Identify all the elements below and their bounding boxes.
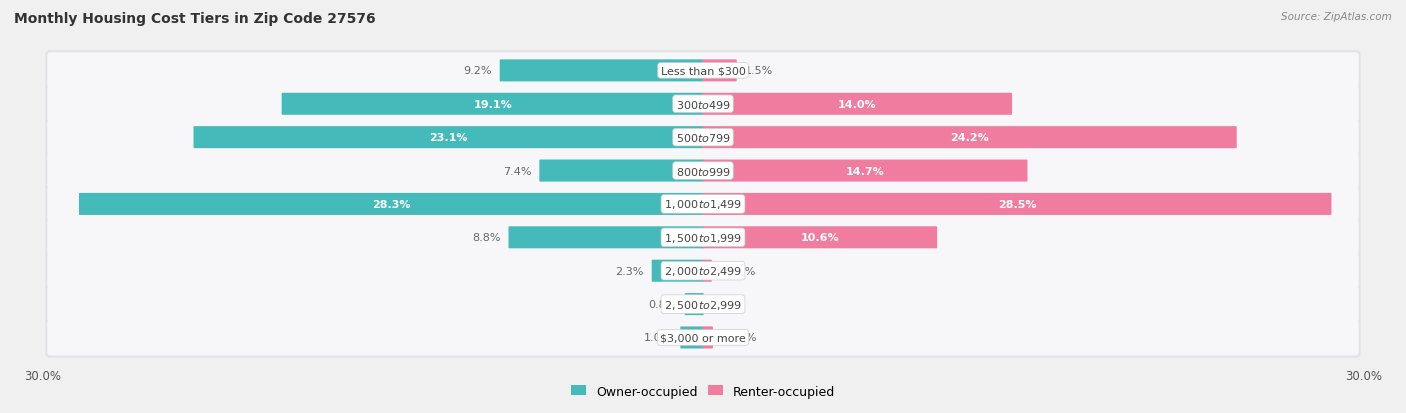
Text: 7.4%: 7.4% [503, 166, 531, 176]
FancyBboxPatch shape [194, 127, 703, 149]
Text: $1,000 to $1,499: $1,000 to $1,499 [664, 198, 742, 211]
Text: 1.0%: 1.0% [644, 333, 672, 343]
Text: 2.3%: 2.3% [616, 266, 644, 276]
Text: 24.2%: 24.2% [950, 133, 988, 143]
FancyBboxPatch shape [79, 193, 703, 216]
Text: Source: ZipAtlas.com: Source: ZipAtlas.com [1281, 12, 1392, 22]
FancyBboxPatch shape [651, 260, 703, 282]
FancyBboxPatch shape [48, 253, 1358, 289]
Text: 28.5%: 28.5% [998, 199, 1036, 209]
Text: $1,500 to $1,999: $1,500 to $1,999 [664, 231, 742, 244]
FancyBboxPatch shape [685, 293, 703, 316]
FancyBboxPatch shape [703, 127, 1237, 149]
FancyBboxPatch shape [703, 60, 737, 82]
FancyBboxPatch shape [703, 93, 1012, 116]
FancyBboxPatch shape [45, 51, 1361, 91]
Text: 14.7%: 14.7% [845, 166, 884, 176]
FancyBboxPatch shape [48, 286, 1358, 322]
FancyBboxPatch shape [540, 160, 703, 182]
Text: $800 to $999: $800 to $999 [675, 165, 731, 177]
FancyBboxPatch shape [48, 220, 1358, 256]
FancyBboxPatch shape [48, 153, 1358, 189]
Text: $2,500 to $2,999: $2,500 to $2,999 [664, 298, 742, 311]
FancyBboxPatch shape [48, 87, 1358, 123]
Text: $2,000 to $2,499: $2,000 to $2,499 [664, 265, 742, 278]
Legend: Owner-occupied, Renter-occupied: Owner-occupied, Renter-occupied [567, 380, 839, 403]
FancyBboxPatch shape [499, 60, 703, 82]
FancyBboxPatch shape [45, 251, 1361, 291]
Text: 14.0%: 14.0% [838, 100, 876, 109]
Text: $3,000 or more: $3,000 or more [661, 333, 745, 343]
Text: 19.1%: 19.1% [474, 100, 512, 109]
FancyBboxPatch shape [281, 93, 703, 116]
FancyBboxPatch shape [681, 327, 703, 349]
Text: 10.6%: 10.6% [800, 233, 839, 243]
Text: 0.42%: 0.42% [721, 333, 756, 343]
Text: 0.8%: 0.8% [648, 299, 676, 309]
Text: 23.1%: 23.1% [429, 133, 468, 143]
FancyBboxPatch shape [703, 193, 1331, 216]
FancyBboxPatch shape [45, 85, 1361, 124]
FancyBboxPatch shape [45, 118, 1361, 158]
FancyBboxPatch shape [703, 160, 1028, 182]
Text: Less than $300: Less than $300 [661, 66, 745, 76]
FancyBboxPatch shape [703, 260, 711, 282]
Text: 0.37%: 0.37% [720, 266, 755, 276]
FancyBboxPatch shape [703, 327, 713, 349]
Text: 1.5%: 1.5% [745, 66, 773, 76]
Text: $300 to $499: $300 to $499 [675, 99, 731, 111]
FancyBboxPatch shape [703, 227, 938, 249]
Text: 0.0%: 0.0% [711, 299, 740, 309]
Text: 8.8%: 8.8% [472, 233, 501, 243]
Text: 28.3%: 28.3% [373, 199, 411, 209]
FancyBboxPatch shape [45, 151, 1361, 191]
FancyBboxPatch shape [48, 320, 1358, 356]
FancyBboxPatch shape [45, 185, 1361, 224]
FancyBboxPatch shape [45, 285, 1361, 324]
FancyBboxPatch shape [48, 120, 1358, 156]
FancyBboxPatch shape [45, 218, 1361, 258]
Text: Monthly Housing Cost Tiers in Zip Code 27576: Monthly Housing Cost Tiers in Zip Code 2… [14, 12, 375, 26]
Text: 9.2%: 9.2% [463, 66, 492, 76]
FancyBboxPatch shape [45, 318, 1361, 358]
FancyBboxPatch shape [48, 186, 1358, 223]
Text: $500 to $799: $500 to $799 [675, 132, 731, 144]
FancyBboxPatch shape [509, 227, 703, 249]
FancyBboxPatch shape [48, 53, 1358, 89]
